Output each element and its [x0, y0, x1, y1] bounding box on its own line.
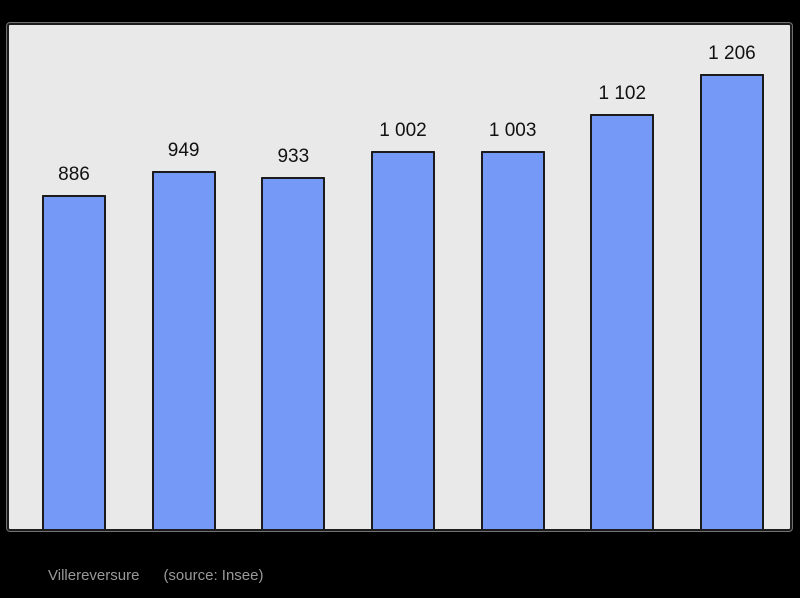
bar-group: 1 002: [370, 120, 435, 529]
bar-group: 886: [42, 165, 106, 529]
bar: [699, 74, 764, 529]
caption-source: (source: Insee): [163, 567, 264, 584]
bar: [261, 177, 326, 529]
bar-value-label: 1 003: [488, 120, 537, 141]
bar-group: 949: [151, 140, 216, 529]
bar-group: 1 003: [480, 120, 545, 529]
bar-value-label: 933: [277, 146, 310, 167]
bars-container: 886 949 933 1 002 1 003 1 102 1 206: [9, 25, 790, 529]
caption-title: Villereversure: [48, 567, 140, 584]
caption: Villereversure (source: Insee): [48, 567, 263, 585]
bar-value-label: 886: [58, 164, 90, 185]
bar: [370, 151, 435, 529]
bar: [590, 114, 655, 529]
bar: [151, 171, 216, 529]
plot-area: 886 949 933 1 002 1 003 1 102 1 206: [7, 23, 792, 531]
bar-group: 1 206: [699, 43, 764, 529]
bar-value-label: 1 002: [379, 120, 427, 141]
bar-value-label: 1 102: [598, 83, 647, 104]
bar: [42, 195, 106, 529]
bar-value-label: 949: [167, 140, 200, 161]
bar-group: 1 102: [590, 83, 655, 529]
bar-group: 933: [261, 146, 326, 529]
bar: [480, 151, 545, 529]
bar-value-label: 1 206: [708, 43, 756, 64]
